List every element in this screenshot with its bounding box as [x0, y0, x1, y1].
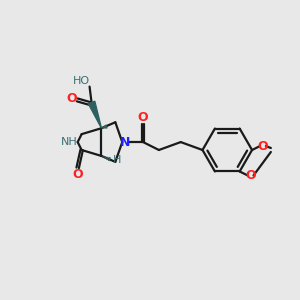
Text: O: O	[66, 92, 77, 105]
Text: O: O	[72, 168, 83, 181]
Text: N: N	[120, 136, 130, 148]
Polygon shape	[88, 101, 101, 128]
Text: H: H	[113, 155, 122, 165]
Text: O: O	[245, 169, 256, 182]
Text: O: O	[258, 140, 268, 152]
Text: O: O	[138, 111, 148, 124]
Text: HO: HO	[73, 76, 90, 85]
Text: NH: NH	[60, 137, 77, 147]
